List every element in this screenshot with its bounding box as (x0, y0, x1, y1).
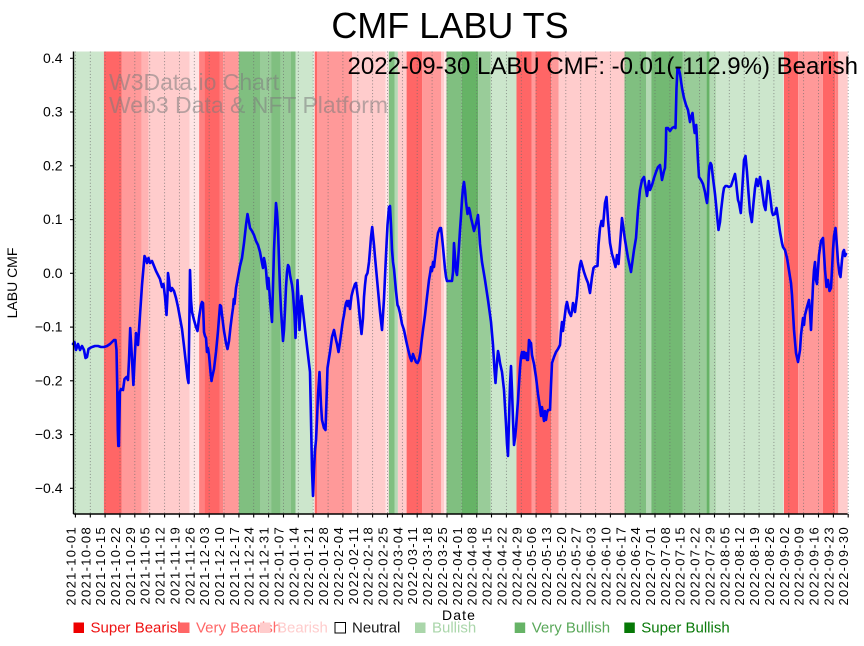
svg-text:2021-10-08: 2021-10-08 (78, 526, 93, 606)
svg-text:2022-03-18: 2022-03-18 (420, 526, 435, 606)
svg-text:2022-09-16: 2022-09-16 (807, 526, 822, 606)
svg-text:2021-12-31: 2021-12-31 (257, 526, 272, 606)
svg-text:2022-09-02: 2022-09-02 (777, 526, 792, 606)
svg-text:2022-08-05: 2022-08-05 (717, 526, 732, 606)
svg-text:2022-04-08: 2022-04-08 (465, 526, 480, 606)
svg-text:2021-10-22: 2021-10-22 (108, 526, 123, 606)
svg-text:Bullish: Bullish (432, 620, 476, 637)
svg-text:2022-01-28: 2022-01-28 (316, 526, 331, 606)
svg-text:2022-06-24: 2022-06-24 (628, 526, 643, 606)
svg-text:LABU CMF: LABU CMF (4, 248, 20, 319)
svg-text:−0.3: −0.3 (35, 426, 63, 442)
svg-text:2022-03-04: 2022-03-04 (390, 526, 405, 606)
svg-text:2021-12-03: 2021-12-03 (197, 526, 212, 606)
svg-text:2022-03-25: 2022-03-25 (435, 526, 450, 606)
svg-text:2022-02-04: 2022-02-04 (331, 526, 346, 606)
svg-text:2022-02-25: 2022-02-25 (376, 526, 391, 606)
svg-text:2021-11-12: 2021-11-12 (153, 526, 168, 605)
svg-text:2022-08-26: 2022-08-26 (762, 526, 777, 606)
svg-text:2022-07-22: 2022-07-22 (688, 526, 703, 606)
svg-text:2022-05-06: 2022-05-06 (524, 526, 539, 606)
svg-text:Very Bearish: Very Bearish (196, 620, 281, 637)
svg-text:Super Bearish: Super Bearish (91, 620, 186, 637)
svg-text:2022-07-01: 2022-07-01 (643, 526, 658, 606)
svg-text:2021-12-17: 2021-12-17 (227, 526, 242, 606)
svg-text:Bearish: Bearish (277, 620, 328, 637)
svg-text:CMF LABU TS: CMF LABU TS (331, 5, 568, 46)
svg-text:2021-12-10: 2021-12-10 (212, 526, 227, 606)
svg-text:2022-01-14: 2022-01-14 (286, 526, 301, 606)
svg-text:0.0: 0.0 (43, 265, 63, 281)
svg-text:Super Bullish: Super Bullish (641, 620, 729, 637)
svg-text:2022-06-10: 2022-06-10 (598, 526, 613, 606)
svg-text:2022-06-03: 2022-06-03 (584, 526, 599, 606)
svg-text:−0.2: −0.2 (35, 372, 63, 388)
svg-text:2022-09-30 LABU CMF: -0.01(-11: 2022-09-30 LABU CMF: -0.01(-112.9%) Bear… (348, 53, 858, 80)
svg-text:2022-07-15: 2022-07-15 (673, 526, 688, 606)
svg-text:2021-10-29: 2021-10-29 (123, 526, 138, 606)
svg-text:2022-04-15: 2022-04-15 (480, 526, 495, 606)
svg-text:2022-06-17: 2022-06-17 (613, 526, 628, 606)
svg-text:2022-09-09: 2022-09-09 (792, 526, 807, 606)
svg-text:2022-04-01: 2022-04-01 (450, 526, 465, 606)
svg-text:0.3: 0.3 (43, 104, 63, 120)
svg-text:2021-11-19: 2021-11-19 (167, 526, 182, 605)
svg-text:2022-05-20: 2022-05-20 (554, 526, 569, 606)
svg-text:−0.1: −0.1 (35, 319, 63, 335)
svg-text:2021-10-01: 2021-10-01 (63, 526, 78, 606)
svg-text:0.4: 0.4 (43, 50, 63, 66)
svg-text:2022-01-21: 2022-01-21 (301, 526, 316, 606)
svg-text:2021-10-15: 2021-10-15 (93, 526, 108, 606)
svg-text:2022-03-11: 2022-03-11 (405, 526, 420, 605)
svg-text:2022-08-12: 2022-08-12 (732, 526, 747, 606)
svg-text:0.1: 0.1 (43, 211, 63, 227)
svg-text:2022-07-08: 2022-07-08 (658, 526, 673, 606)
svg-text:2022-02-11: 2022-02-11 (346, 526, 361, 605)
svg-text:2022-04-29: 2022-04-29 (509, 526, 524, 606)
svg-text:2022-08-19: 2022-08-19 (747, 526, 762, 606)
svg-text:2022-07-29: 2022-07-29 (703, 526, 718, 606)
svg-text:2022-05-13: 2022-05-13 (539, 526, 554, 606)
svg-text:Date: Date (442, 607, 476, 623)
svg-text:W3Data.io Chart: W3Data.io Chart (109, 69, 280, 95)
svg-text:Web3 Data & NFT Platform: Web3 Data & NFT Platform (109, 92, 388, 118)
svg-text:2022-01-07: 2022-01-07 (272, 526, 287, 606)
svg-text:0.2: 0.2 (43, 157, 63, 173)
svg-text:−0.4: −0.4 (35, 480, 63, 496)
svg-text:Very Bullish: Very Bullish (532, 620, 610, 637)
svg-text:2022-05-27: 2022-05-27 (569, 526, 584, 606)
svg-text:2022-02-18: 2022-02-18 (361, 526, 376, 606)
svg-text:2022-04-22: 2022-04-22 (494, 526, 509, 606)
svg-text:2021-12-24: 2021-12-24 (242, 526, 257, 606)
svg-text:2021-11-26: 2021-11-26 (182, 526, 197, 605)
svg-text:2021-11-05: 2021-11-05 (138, 526, 153, 605)
svg-text:Neutral: Neutral (352, 620, 400, 637)
svg-text:2022-09-30: 2022-09-30 (836, 526, 851, 606)
svg-text:2022-09-23: 2022-09-23 (821, 526, 836, 606)
